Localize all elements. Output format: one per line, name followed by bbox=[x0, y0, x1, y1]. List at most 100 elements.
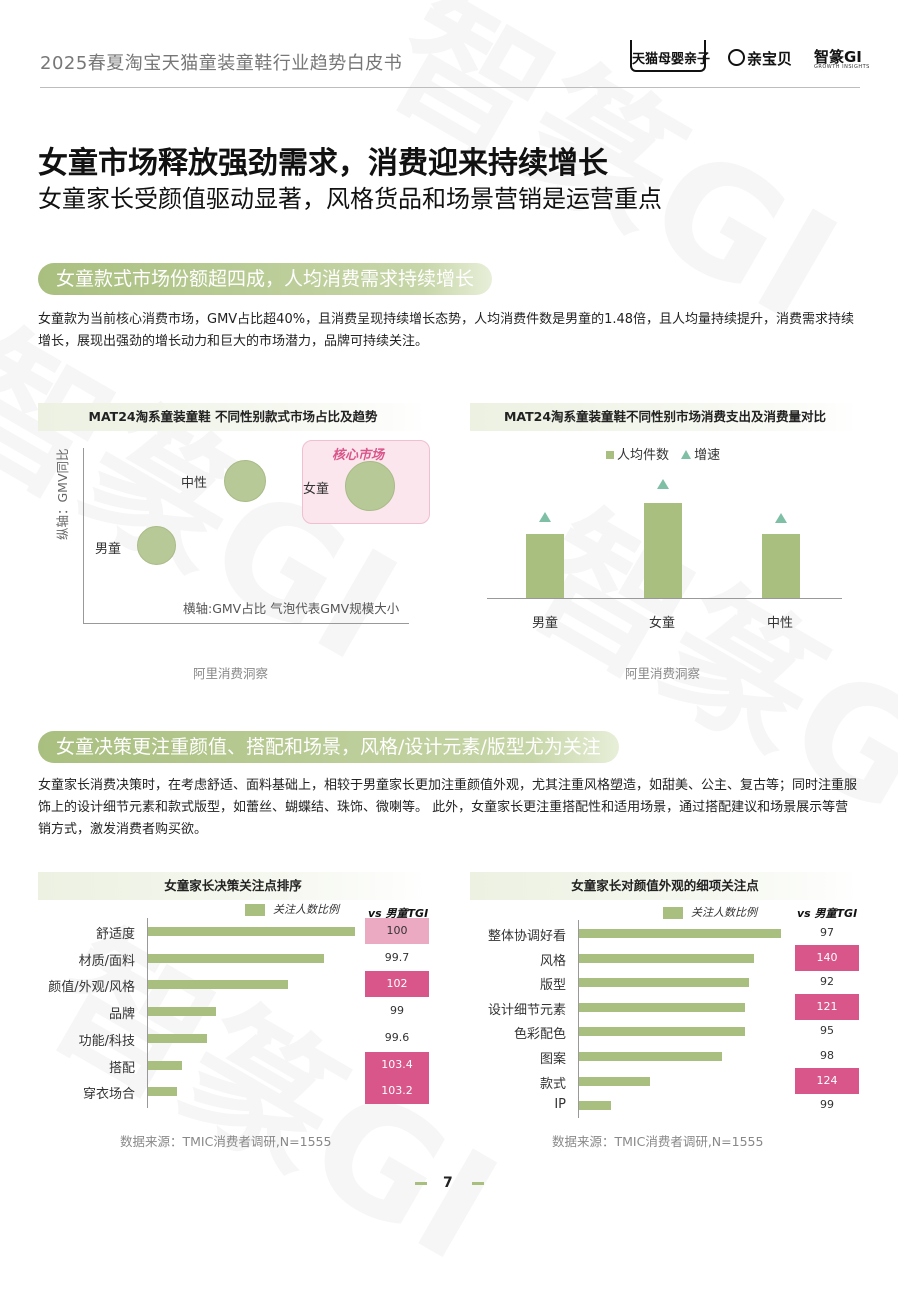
section1-pill: 女童款式市场份额超四成，人均消费需求持续增长 bbox=[38, 263, 493, 295]
rank-bar bbox=[579, 1076, 651, 1086]
bubble-point bbox=[345, 461, 395, 511]
rank2-legend: 关注人数比例 bbox=[663, 904, 757, 920]
tgi-value: 98 bbox=[820, 1049, 834, 1062]
column-plot bbox=[487, 470, 842, 598]
growth-marker bbox=[657, 479, 669, 490]
rank1-title: 女童家长决策关注点排序 bbox=[38, 872, 428, 900]
rank-bar bbox=[579, 1052, 722, 1061]
rank-bar bbox=[148, 953, 324, 963]
rank-bar bbox=[579, 929, 782, 938]
rank-bar bbox=[148, 1060, 182, 1070]
zhizhuan-logo: 智篆GI bbox=[814, 48, 862, 66]
column-chart-title: MAT24淘系童装童鞋不同性别市场消费支出及消费量对比 bbox=[470, 403, 860, 431]
tgi-value: 121 bbox=[795, 993, 859, 1020]
tgi-value: 102 bbox=[365, 971, 429, 998]
rank2-axis bbox=[578, 920, 579, 1118]
column-category-label: 中性 bbox=[767, 616, 794, 631]
rank1-source: 数据来源：TMIC消费者调研,N=1555 bbox=[120, 1134, 332, 1149]
rank-category-label: 颜值/外观/风格 bbox=[48, 980, 135, 996]
rank-category-label: 设计细节元素 bbox=[487, 1002, 566, 1018]
logo-subtext: GROWTH INSIGHTS bbox=[814, 64, 870, 70]
core-market-label: 核心市场 bbox=[332, 448, 385, 463]
rank1-axis bbox=[147, 918, 148, 1108]
page-title: 女童市场释放强劲需求，消费迎来持续增长 bbox=[38, 146, 608, 181]
tmall-logo-frame bbox=[630, 40, 706, 72]
column-bar bbox=[762, 534, 800, 598]
legend-square-icon bbox=[663, 907, 683, 919]
legend-square-icon bbox=[606, 451, 614, 459]
bubble-source: 阿里消费洞察 bbox=[193, 666, 269, 681]
rank-bar bbox=[579, 1101, 612, 1111]
page-subtitle: 女童家长受颜值驱动显著，风格货品和场景营销是运营重点 bbox=[38, 185, 662, 213]
tmall-logo: 天猫母婴亲子 bbox=[632, 52, 711, 67]
rank-bar bbox=[579, 1027, 745, 1037]
rank-category-label: 款式 bbox=[539, 1076, 566, 1092]
bubble-x-label: 横轴:GMV占比 气泡代表GMV规模大小 bbox=[183, 601, 400, 616]
rank1-tgi-header: vs 男童TGI bbox=[368, 907, 429, 920]
tgi-value: 99 bbox=[390, 1004, 404, 1018]
tgi-value: 99 bbox=[820, 1098, 834, 1112]
tgi-value: 92 bbox=[820, 975, 834, 989]
rank-category-label: 材质/面料 bbox=[78, 953, 135, 969]
rank-category-label: 品牌 bbox=[108, 1007, 135, 1023]
rank-bar bbox=[579, 953, 754, 963]
qinbaobei-logo: 亲宝贝 bbox=[728, 48, 792, 69]
rank-bar bbox=[579, 1002, 745, 1012]
tgi-value: 103.2 bbox=[365, 1078, 429, 1105]
column-x-axis bbox=[487, 598, 842, 599]
column-legend: 人均件数 增速 bbox=[606, 444, 720, 463]
growth-marker bbox=[539, 512, 551, 522]
tgi-value: 99.7 bbox=[384, 950, 410, 964]
column-bar bbox=[644, 503, 682, 598]
rank1-legend: 关注人数比例 bbox=[245, 901, 339, 917]
rank-category-label: 搭配 bbox=[108, 1060, 135, 1076]
report-title: 2025春夏淘宝天猫童装童鞋行业趋势白皮书 bbox=[40, 53, 403, 74]
bubble-label: 中性 bbox=[181, 476, 208, 491]
tgi-value: 124 bbox=[795, 1067, 859, 1094]
rank-category-label: 舒适度 bbox=[95, 927, 135, 942]
rank-bar bbox=[148, 1033, 207, 1043]
q-logo-icon bbox=[728, 49, 745, 66]
column-category-label: 女童 bbox=[649, 616, 676, 631]
rank2-source: 数据来源：TMIC消费者调研,N=1555 bbox=[552, 1134, 764, 1149]
column-source: 阿里消费洞察 bbox=[625, 666, 701, 681]
page-dash-right bbox=[472, 1182, 484, 1185]
rank2-title: 女童家长对颜值外观的细项关注点 bbox=[470, 872, 860, 900]
tgi-value: 140 bbox=[795, 944, 859, 971]
bubble-x-axis bbox=[83, 623, 409, 624]
rank2-tgi-header: vs 男童TGI bbox=[797, 907, 858, 920]
rank-bar bbox=[148, 927, 355, 936]
rank-category-label: 风格 bbox=[539, 953, 566, 969]
legend-triangle-icon bbox=[681, 450, 692, 459]
bubble-y-axis bbox=[83, 448, 84, 624]
rank-category-label: IP bbox=[554, 1097, 566, 1113]
tgi-value: 99.6 bbox=[384, 1030, 410, 1044]
rank-category-label: 色彩配色 bbox=[513, 1027, 566, 1043]
header-divider bbox=[40, 87, 860, 88]
tgi-value: 95 bbox=[820, 1024, 834, 1038]
rank-category-label: 图案 bbox=[539, 1052, 566, 1067]
bubble-label: 女童 bbox=[303, 482, 330, 497]
tgi-value: 97 bbox=[820, 926, 834, 939]
rank-category-label: 穿衣场合 bbox=[82, 1087, 135, 1103]
column-bar bbox=[526, 534, 564, 598]
bubble-point bbox=[137, 526, 176, 565]
section2-paragraph: 女童家长消费决策时，在考虑舒适、面料基础上，相较于男童家长更加注重颜值外观，尤其… bbox=[38, 778, 858, 837]
bubble-y-label: 纵轴：GMV同比 bbox=[55, 448, 70, 540]
rank-category-label: 功能/科技 bbox=[78, 1033, 135, 1049]
tgi-value: 103.4 bbox=[365, 1051, 429, 1078]
legend-square-icon bbox=[245, 904, 265, 916]
rank-bar bbox=[579, 978, 750, 988]
bubble-chart-title: MAT24淘系童装童鞋 不同性别款式市场占比及趋势 bbox=[38, 403, 428, 431]
page-number: 7 bbox=[443, 1175, 453, 1191]
rank-bar bbox=[148, 1007, 216, 1017]
page-dash-left bbox=[415, 1182, 427, 1185]
growth-marker bbox=[775, 513, 787, 523]
rank-bar bbox=[148, 980, 288, 990]
section1-paragraph: 女童款为当前核心消费市场，GMV占比超40%，且消费呈现持续增长态势，人均消费件… bbox=[38, 312, 855, 349]
rank-category-label: 整体协调好看 bbox=[487, 929, 566, 944]
bubble-point bbox=[224, 460, 266, 502]
rank-category-label: 版型 bbox=[539, 978, 566, 994]
bubble-label: 男童 bbox=[95, 542, 122, 557]
tgi-value: 100 bbox=[365, 918, 429, 944]
